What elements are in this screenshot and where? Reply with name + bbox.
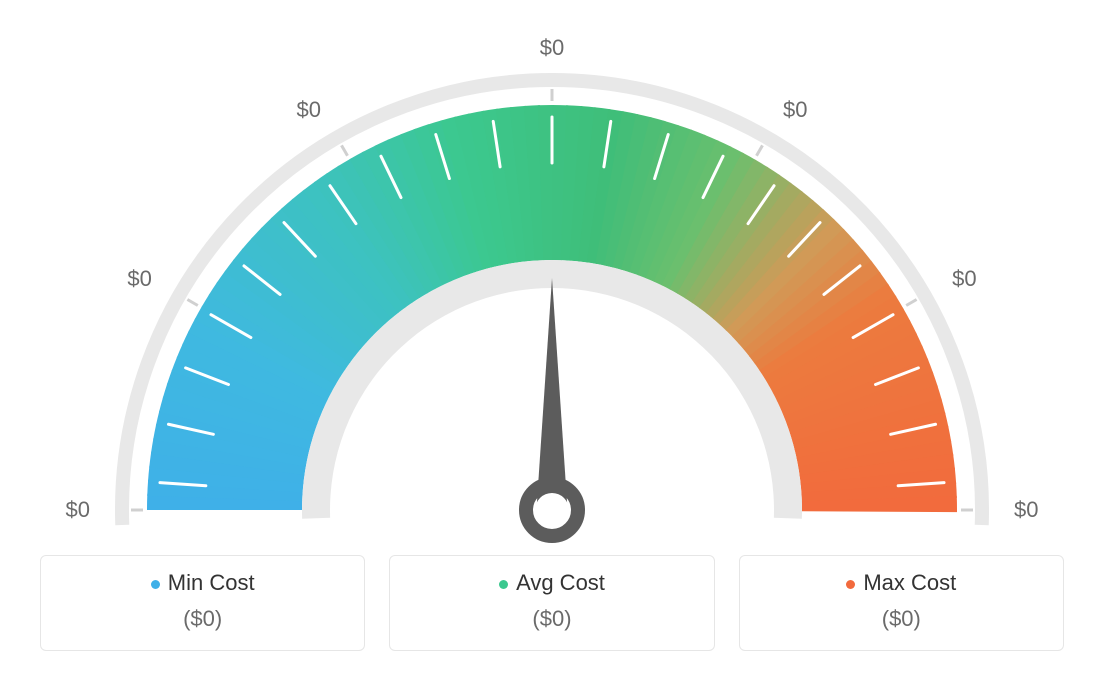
legend-value-avg: ($0) <box>400 606 703 632</box>
svg-text:$0: $0 <box>1014 497 1038 522</box>
bullet-avg <box>499 580 508 589</box>
gauge-svg: $0 $0 $0 $0 $0 $0 $0 <box>40 10 1064 570</box>
svg-text:$0: $0 <box>540 35 564 60</box>
legend-title-avg: Avg Cost <box>400 570 703 596</box>
cost-gauge-chart: $0 $0 $0 $0 $0 $0 $0 <box>0 10 1104 570</box>
legend-title-min: Min Cost <box>51 570 354 596</box>
bullet-min <box>151 580 160 589</box>
legend-title-max: Max Cost <box>750 570 1053 596</box>
svg-text:$0: $0 <box>66 497 90 522</box>
svg-text:$0: $0 <box>297 97 321 122</box>
legend-value-max: ($0) <box>750 606 1053 632</box>
svg-text:$0: $0 <box>952 266 976 291</box>
legend-value-min: ($0) <box>51 606 354 632</box>
legend-label-min: Min Cost <box>168 570 255 595</box>
svg-text:$0: $0 <box>127 266 151 291</box>
legend-label-avg: Avg Cost <box>516 570 605 595</box>
svg-text:$0: $0 <box>783 97 807 122</box>
legend-label-max: Max Cost <box>863 570 956 595</box>
bullet-max <box>846 580 855 589</box>
